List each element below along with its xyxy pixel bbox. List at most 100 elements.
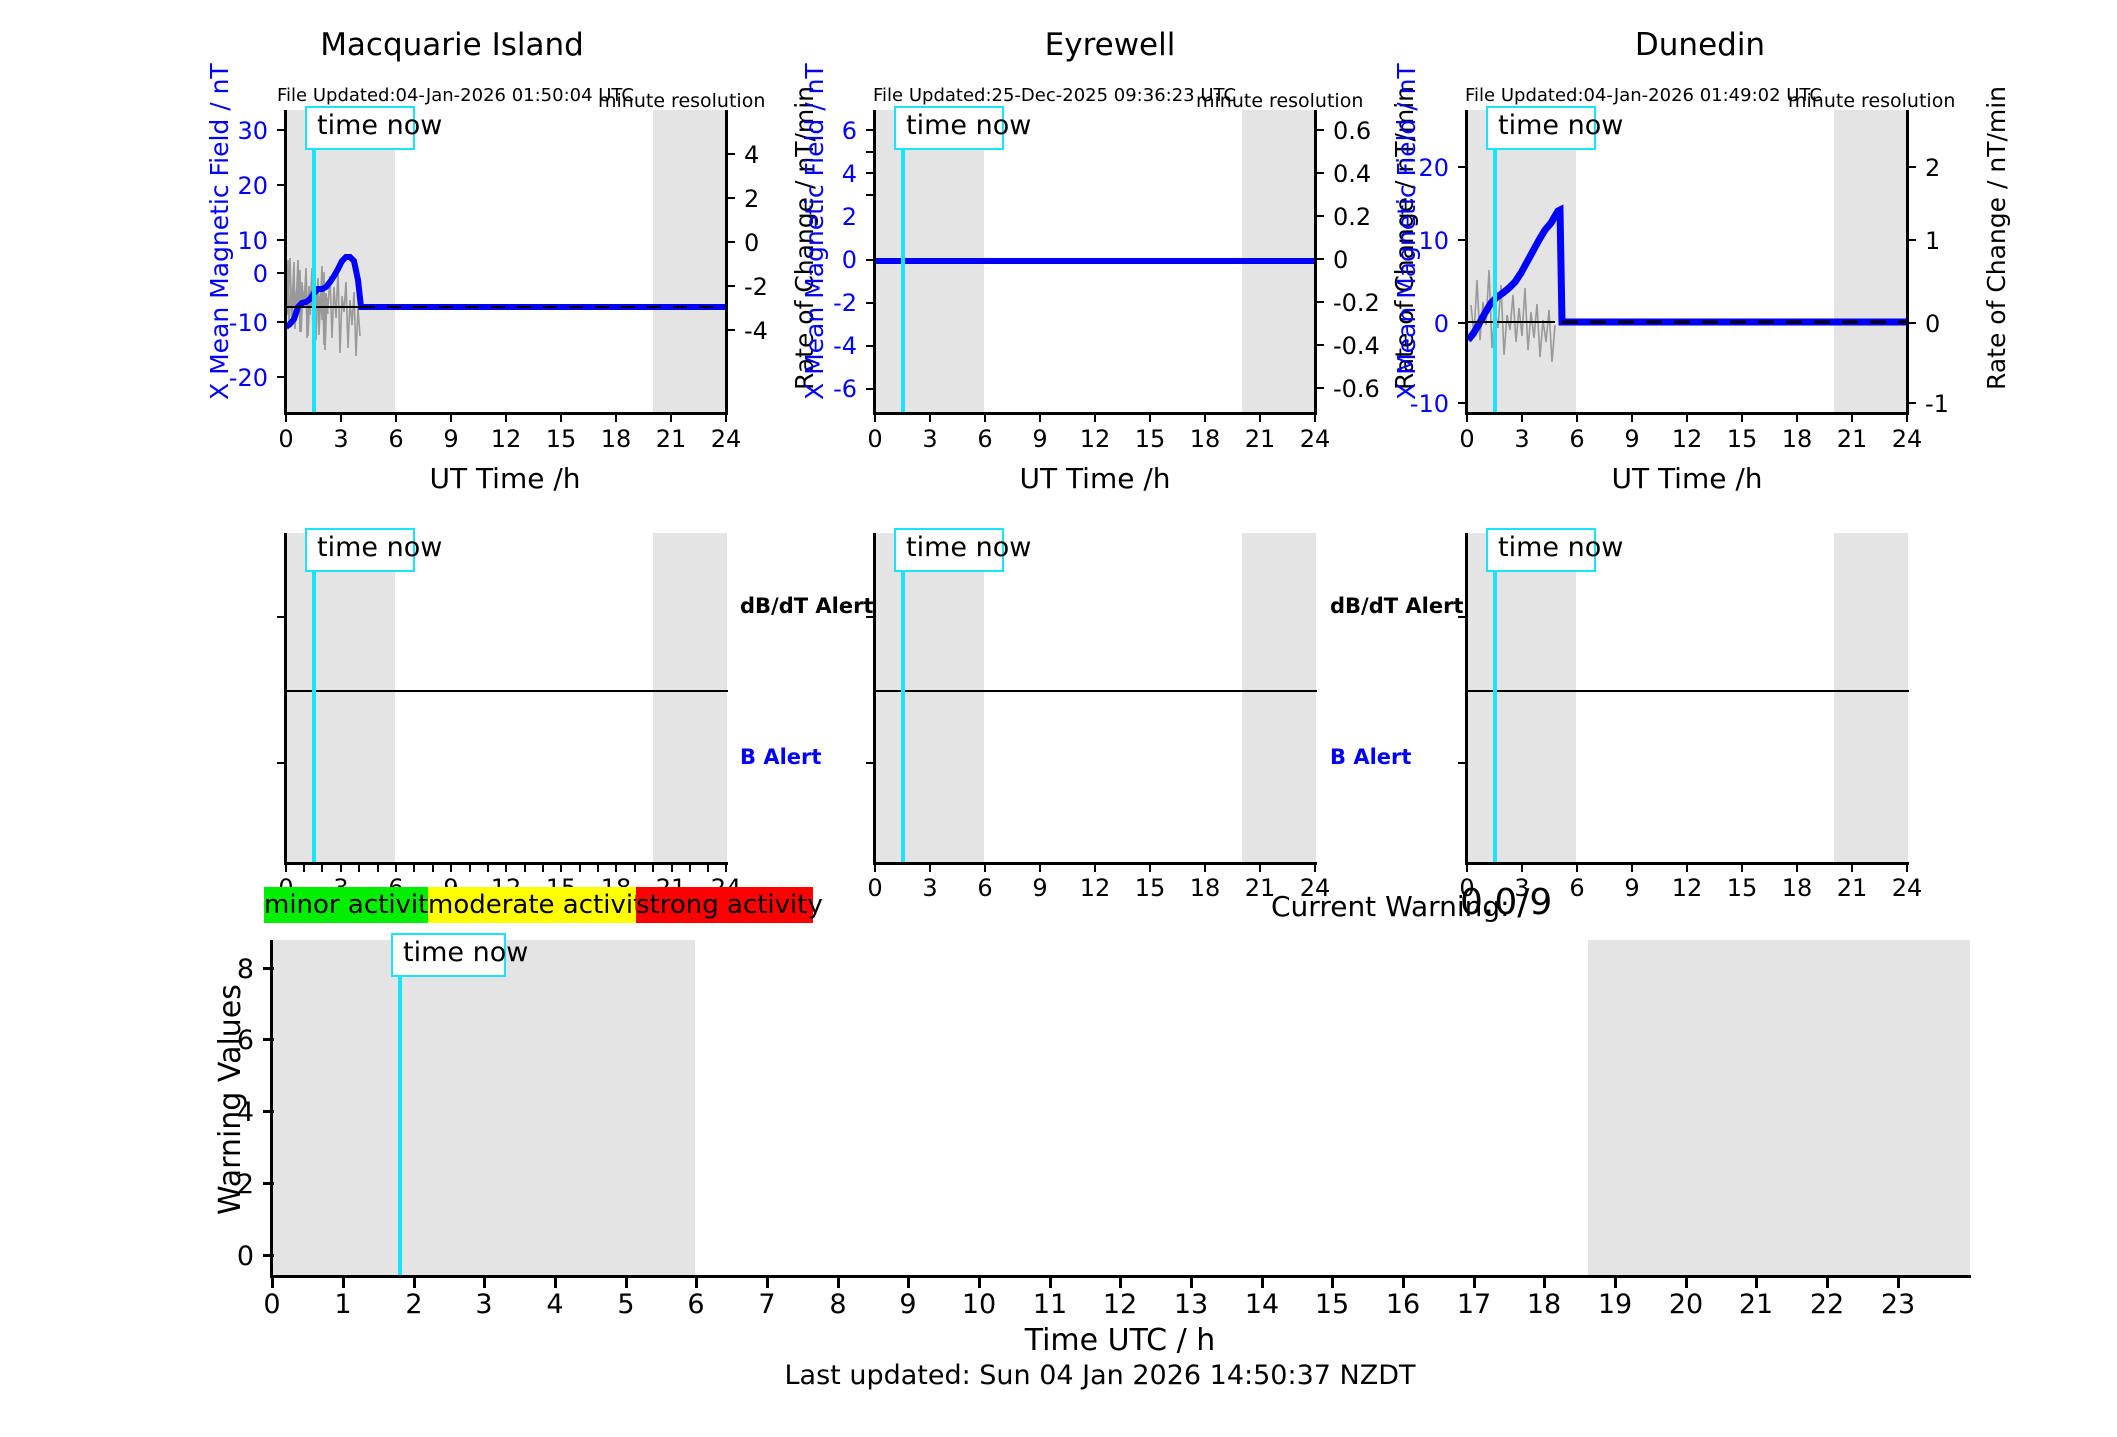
x-tick-label: 9 [1032,874,1048,902]
dunedin-trace-svg [1465,204,1908,363]
time-now-badge: time now [391,933,528,977]
y-tick-left [866,345,875,347]
y-tick-left [866,302,875,304]
y-axis-line [1465,533,1468,862]
y-tick-left [1458,166,1467,168]
x-tick [285,413,287,422]
eyrewell-trace-svg [875,258,1316,264]
x-tick [342,1276,345,1288]
x-tick [1204,863,1206,872]
x-tick-label: 15 [1134,425,1166,453]
x-tick [1094,413,1096,422]
y-tick-label-right: 1 [1925,227,1941,255]
y-tick-label-right: 4 [744,141,760,169]
x-tick [766,1276,769,1288]
y-tick-left [866,259,875,261]
y-tick-label-right: -0.2 [1333,289,1380,317]
x-tick-label: 18 [1189,425,1221,453]
x-tick [1851,413,1853,422]
x-tick-label: 12 [1102,1289,1138,1320]
time-now-line [398,940,402,1275]
x-tick-label: 3 [922,874,938,902]
x-tick [929,413,931,422]
x-tick-label: 6 [388,425,404,453]
x-tick-label: 15 [1134,874,1166,902]
x-tick-label: 18 [1189,874,1221,902]
y-axis-line-right [725,110,728,412]
x-tick-label: 6 [1569,425,1585,453]
x-tick [1631,863,1633,872]
x-tick [1755,1276,1758,1288]
x-tick [1686,863,1688,872]
x-tick [1314,413,1316,422]
x-tick [340,863,342,872]
alert-divider-line [284,690,728,692]
x-tick [395,413,397,422]
x-tick-label: 17 [1456,1289,1492,1320]
x-tick [1190,1276,1193,1288]
y-tick-label-left: -10 [1409,390,1449,418]
file-updated-label: File Updated:25-Dec-2025 09:36:23 UTC [873,85,1237,106]
x-tick-label: 11 [1032,1289,1068,1320]
y-tick-right [726,197,735,199]
y-tick-right [1907,402,1916,404]
x-tick [1741,863,1743,872]
y-tick-label-right: -0.4 [1333,332,1380,360]
x-tick [321,863,323,872]
x-tick [487,863,489,872]
y-axis-title: Warning Values [213,984,248,1215]
x-tick-label: 18 [1781,425,1813,453]
y-tick-label-right: -0.6 [1333,375,1380,403]
shaded-region-night-late [653,533,727,862]
minute-resolution-label: minute resolution [1196,90,1364,112]
x-tick [1851,863,1853,872]
x-tick [579,863,581,872]
time-now-badge: time now [305,528,442,572]
b-alert-label: B Alert [740,745,822,769]
y-tick-label-right: 2 [1925,154,1941,182]
x-tick-label: 24 [1299,425,1331,453]
y-tick-right [726,285,735,287]
x-tick-label: 21 [1836,425,1868,453]
x-tick-label: 18 [600,425,632,453]
x-tick [271,1276,274,1288]
y-tick-left [1458,322,1467,324]
x-tick [874,413,876,422]
x-tick [1149,863,1151,872]
file-updated-label: File Updated:04-Jan-2026 01:49:02 UTC [1465,85,1822,106]
y-tick-label-right: 2 [744,185,760,213]
x-tick [1039,413,1041,422]
x-tick-label: 0 [1459,425,1475,453]
y-tick [277,762,286,764]
legend-minor-activity: minor activity [264,887,444,923]
x-mean-magnetic-field-trace [1465,204,1908,343]
x-tick-label: 7 [758,1289,776,1320]
y-tick-label-left: 2 [841,203,857,231]
x-tick-label: 15 [1314,1289,1350,1320]
x-tick [1314,863,1316,872]
time-now-badge: time now [1486,528,1623,572]
x-tick-label: 12 [1671,874,1703,902]
current-warning-value: 0.0/9 [1460,882,1553,923]
y-tick-label-left: 10 [1418,227,1449,255]
x-tick [725,863,727,872]
x-tick [469,863,471,872]
x-tick [505,413,507,422]
y-tick-label-left: 20 [1418,154,1449,182]
x-tick [1204,413,1206,422]
x-tick-label: 18 [1526,1289,1562,1320]
rate-of-change-trace-lead [285,257,361,357]
x-tick [542,863,544,872]
x-tick [1039,863,1041,872]
panel-title: Dunedin [1634,27,1766,63]
current-warning-label: Current Warning: [1271,890,1510,923]
x-tick [874,863,876,872]
y-tick [263,967,274,970]
x-tick [1826,1276,1829,1288]
x-tick [671,863,673,872]
x-tick-label: 9 [1032,425,1048,453]
x-tick [1149,413,1151,422]
legend-moderate-activity: moderate activity [428,887,659,923]
y-axis-line-right [1906,110,1909,412]
x-tick [1576,413,1578,422]
